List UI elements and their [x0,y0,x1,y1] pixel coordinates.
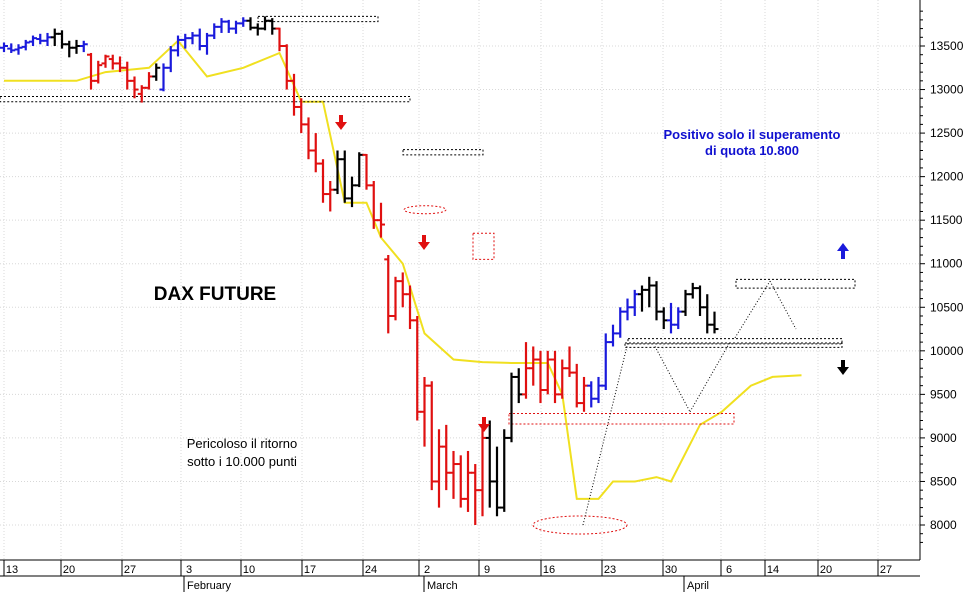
ohlc-bar [377,202,385,238]
y-tick-label: 9500 [930,387,957,401]
support-zone [257,15,379,23]
x-tick-label: 16 [543,564,555,576]
month-label: March [427,580,458,592]
y-tick-label: 12000 [930,170,964,184]
arrow-down-shaft [841,360,845,368]
trend-line [769,280,797,330]
arrow-down-head [478,424,490,432]
support-zone [508,413,735,425]
x-tick-label: 6 [726,564,732,576]
x-tick-label: 17 [304,564,316,576]
trend-line [734,280,771,339]
y-tick-label: 13500 [930,39,964,53]
y-tick-label: 8500 [930,474,957,488]
y-tick-label: 11000 [930,257,963,271]
arrow-up-head [837,243,849,251]
x-tick-label: 2 [424,564,430,576]
annotation-right-line1: Positivo solo il superamento [664,127,841,142]
arrow-up-shaft [841,250,845,259]
y-tick-label: 10500 [930,300,964,314]
ohlc-bar [101,54,110,68]
ohlc-bar [0,42,8,53]
ohlc-bar [152,63,161,81]
arrow-down-shaft [339,115,343,123]
annotation-left-line2: sotto i 10.000 punti [187,454,297,469]
y-tick-label: 10000 [930,344,964,358]
moving-average [4,39,802,500]
month-label: April [687,580,709,592]
x-tick-label: 30 [665,564,677,576]
y-tick-label: 9000 [930,431,957,445]
x-tick-label: 27 [880,564,892,576]
ohlc-bar [130,76,139,99]
annotation-right-line2: di quota 10.800 [705,143,799,158]
arrow-down-shaft [482,417,486,425]
arrow-down-head [335,122,347,130]
chart-title: DAX FUTURE [154,284,276,305]
ellipse-low [403,205,447,215]
x-tick-label: 20 [820,564,832,576]
y-tick-label: 12500 [930,126,964,140]
support-zone [402,149,484,156]
support-zone [0,96,411,103]
signal-arrows [335,115,849,432]
x-tick-label: 9 [484,564,490,576]
trend-line [582,341,629,526]
support-zone [472,232,495,260]
support-lines [0,15,856,535]
x-tick-label: 24 [365,564,377,576]
support-zone [627,338,843,345]
ohlc-bar [710,311,719,334]
arrow-down-head [418,242,430,250]
annotation-left-line1: Pericoloso il ritorno [187,436,298,451]
x-tick-label: 10 [243,564,255,576]
y-tick-label: 11500 [930,213,963,227]
x-tick-label: 20 [63,564,75,576]
y-tick-label: 13000 [930,83,964,97]
trend-line [689,341,731,413]
x-tick-label: 27 [124,564,136,576]
x-tick-label: 23 [604,564,616,576]
arrow-down-shaft [422,235,426,243]
month-label: February [187,580,232,592]
ellipse-bottom [532,515,628,535]
ohlc-bar [79,40,88,53]
arrow-down-head [837,367,849,375]
support-zone [624,342,843,348]
x-axis: 13 20 27 3 10 17 24 2 9 16 23 30 6 14 20 27 February Marc… [3,560,892,592]
moving-average-line [4,39,802,500]
gridlines [0,0,920,560]
y-axis: 8000 8500 9000 9500 10000 10500 11000 11500 1200… [920,10,964,543]
x-tick-label: 3 [186,564,192,576]
x-tick-label: 13 [6,564,18,576]
trend-line [654,346,691,413]
y-tick-label: 8000 [930,518,957,532]
ohlc-bar [94,60,103,84]
x-tick-label: 14 [767,564,779,576]
ohlc-bars [0,16,719,525]
